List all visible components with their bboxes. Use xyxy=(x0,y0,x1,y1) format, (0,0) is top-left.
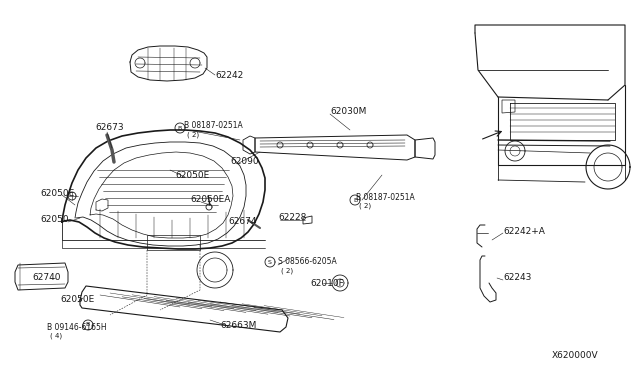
Text: B 09146-6165H: B 09146-6165H xyxy=(47,323,107,331)
Text: S: S xyxy=(268,260,272,264)
Text: X620000V: X620000V xyxy=(552,350,598,359)
Text: 62050: 62050 xyxy=(40,215,68,224)
Text: ( 2): ( 2) xyxy=(359,203,371,209)
Text: 62663M: 62663M xyxy=(220,321,257,330)
Text: 62674: 62674 xyxy=(228,217,257,225)
Text: 62030M: 62030M xyxy=(330,108,366,116)
Text: 62228: 62228 xyxy=(278,214,307,222)
Text: 62243: 62243 xyxy=(503,273,531,282)
Text: S 08566-6205A: S 08566-6205A xyxy=(278,257,337,266)
Text: B 08187-0251A: B 08187-0251A xyxy=(184,122,243,131)
Text: 62010F: 62010F xyxy=(310,279,344,288)
Text: 62050EA: 62050EA xyxy=(190,196,230,205)
Text: 62242+A: 62242+A xyxy=(503,228,545,237)
Text: B 08187-0251A: B 08187-0251A xyxy=(356,192,415,202)
Text: ( 4): ( 4) xyxy=(50,333,62,339)
Text: ( 2): ( 2) xyxy=(281,268,293,274)
Text: B: B xyxy=(353,198,357,202)
Text: 62050E: 62050E xyxy=(175,170,209,180)
Text: 62242: 62242 xyxy=(215,71,243,80)
Text: ( 2): ( 2) xyxy=(187,132,199,138)
Text: 62673: 62673 xyxy=(95,124,124,132)
Text: B: B xyxy=(86,323,90,327)
Text: B: B xyxy=(178,125,182,131)
Text: 62050E: 62050E xyxy=(40,189,74,198)
Text: 62740: 62740 xyxy=(32,273,61,282)
Text: 62090: 62090 xyxy=(230,157,259,167)
Text: 62050E: 62050E xyxy=(60,295,94,305)
